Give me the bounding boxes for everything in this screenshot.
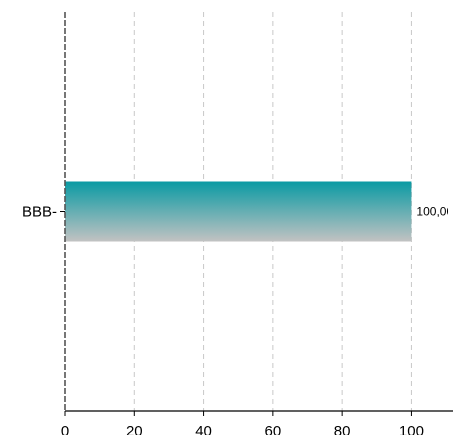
x-tick-label: 0 (61, 423, 69, 435)
x-tick-label: 60 (265, 423, 282, 435)
x-tick-label: 100 (399, 423, 424, 435)
x-tick-label: 80 (334, 423, 351, 435)
category-label: BBB- (22, 204, 57, 221)
x-tick-label: 20 (126, 423, 143, 435)
data-label: 100,00% (416, 205, 464, 219)
bars (65, 181, 412, 242)
bar-BBB-[interactable] (65, 181, 412, 242)
axes (60, 12, 453, 416)
labels: BBB- 100,00% 0 20 40 60 80 100 (22, 204, 464, 435)
x-tick-label: 40 (195, 423, 212, 435)
